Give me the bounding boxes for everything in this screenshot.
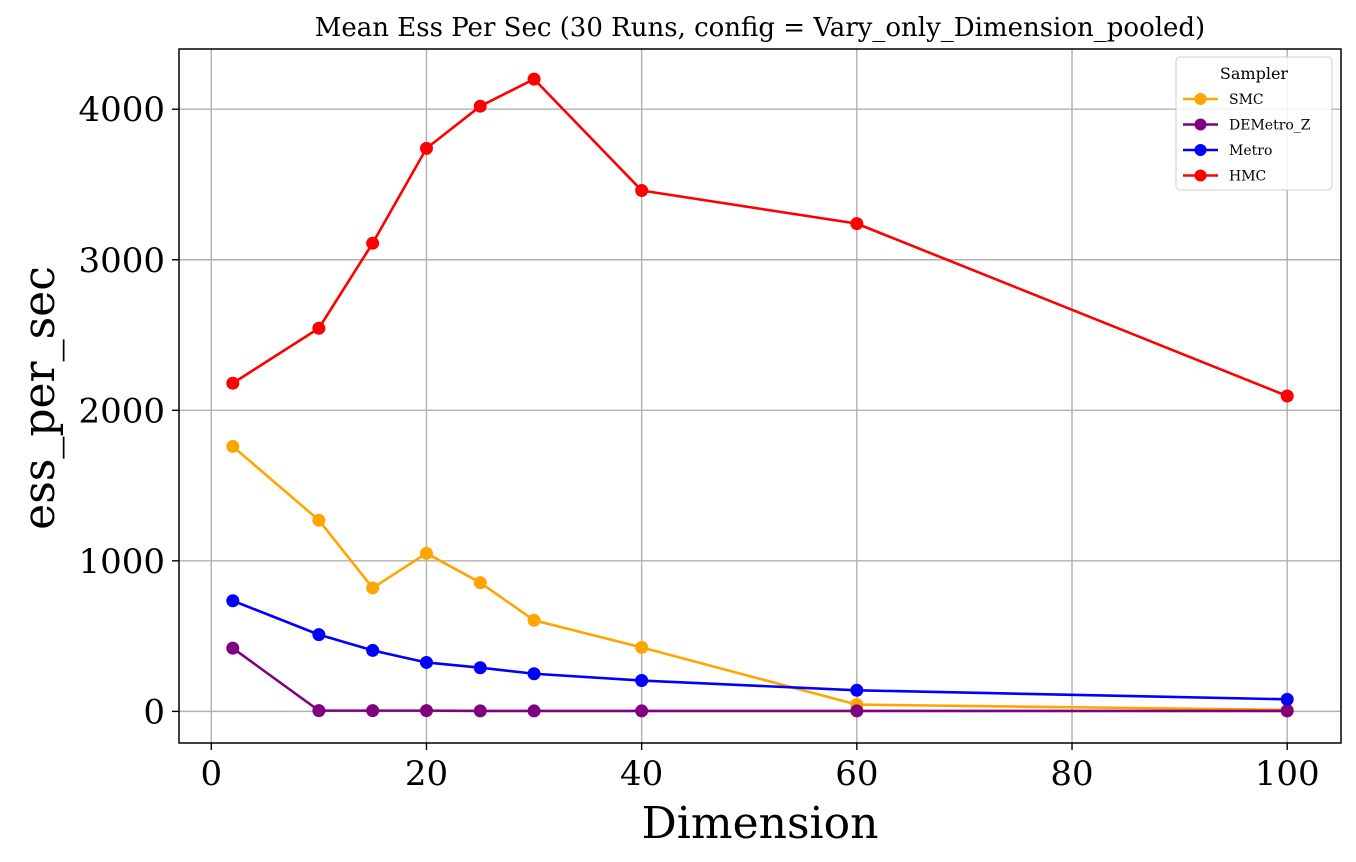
plot-frame [178, 48, 1342, 744]
data-point [635, 184, 649, 198]
data-point [419, 141, 433, 155]
legend-label: SMC [1229, 92, 1264, 108]
data-point [312, 513, 326, 527]
data-point [850, 704, 864, 718]
grid [179, 49, 1341, 743]
data-point [419, 546, 433, 560]
data-point [527, 72, 541, 86]
x-tick-label: 0 [200, 754, 222, 794]
data-point [226, 376, 240, 390]
legend-marker [1194, 169, 1207, 182]
x-tick-label: 60 [835, 754, 878, 794]
legend-label: HMC [1229, 169, 1266, 185]
series-smc [226, 439, 1294, 717]
y-tick-label: 4000 [78, 90, 165, 130]
data-point [527, 613, 541, 627]
legend-item-smc: SMC [1183, 92, 1264, 108]
data-point [366, 581, 380, 595]
data-point [226, 439, 240, 453]
y-axis-label: ess_per_sec [14, 266, 65, 530]
legend-item-demetro_z: DEMetro_Z [1183, 118, 1311, 134]
data-point [1280, 692, 1294, 706]
legend-marker [1194, 144, 1207, 156]
data-point [635, 704, 649, 718]
data-point [1280, 704, 1294, 718]
data-point [635, 674, 649, 688]
legend-item-hmc: HMC [1183, 169, 1266, 185]
data-point [527, 704, 541, 718]
data-point [419, 655, 433, 669]
y-tick-label: 0 [143, 692, 165, 732]
legend-box [1175, 56, 1333, 191]
series-demetro_z [226, 641, 1294, 718]
legend-item-metro: Metro [1183, 143, 1272, 159]
x-axis-label: Dimension [642, 798, 879, 849]
data-point [527, 667, 541, 681]
y-tick-label: 1000 [78, 542, 165, 582]
data-point [850, 683, 864, 697]
series-metro [226, 594, 1294, 706]
y-tick-label: 3000 [78, 241, 165, 281]
data-point [226, 594, 240, 608]
data-point [473, 704, 487, 718]
series-line [232, 77, 1288, 398]
data-point [1280, 389, 1294, 403]
x-tick-label: 80 [1050, 754, 1093, 794]
legend-label: DEMetro_Z [1229, 118, 1311, 134]
data-point [850, 217, 864, 231]
series-hmc [226, 72, 1294, 403]
data-point [473, 661, 487, 675]
data-point [312, 321, 326, 335]
data-point [473, 99, 487, 113]
y-tick-label: 2000 [78, 391, 165, 431]
legend-items: SMC DEMetro_Z Metro HMC [1183, 92, 1311, 185]
data-point [366, 236, 380, 250]
x-tick-label: 20 [405, 754, 448, 794]
series-group [226, 72, 1294, 718]
data-point [226, 641, 240, 655]
data-point [419, 704, 433, 718]
x-tick-label: 100 [1255, 754, 1320, 794]
legend-marker [1194, 93, 1207, 105]
series-line [232, 599, 1288, 701]
legend: Sampler SMC DEMetro_Z Metro HMC [1175, 56, 1333, 191]
legend-title: Sampler [1220, 64, 1289, 83]
legend-marker [1194, 118, 1207, 131]
data-point [366, 643, 380, 657]
data-point [366, 704, 380, 718]
data-point [312, 628, 326, 642]
series-line [231, 445, 1288, 712]
x-tick-label: 40 [620, 754, 663, 794]
data-point [635, 640, 649, 654]
legend-label: Metro [1229, 143, 1272, 159]
data-point [312, 704, 326, 718]
data-point [473, 576, 487, 590]
chart-title: Mean Ess Per Sec (30 Runs, config = Vary… [315, 13, 1205, 43]
